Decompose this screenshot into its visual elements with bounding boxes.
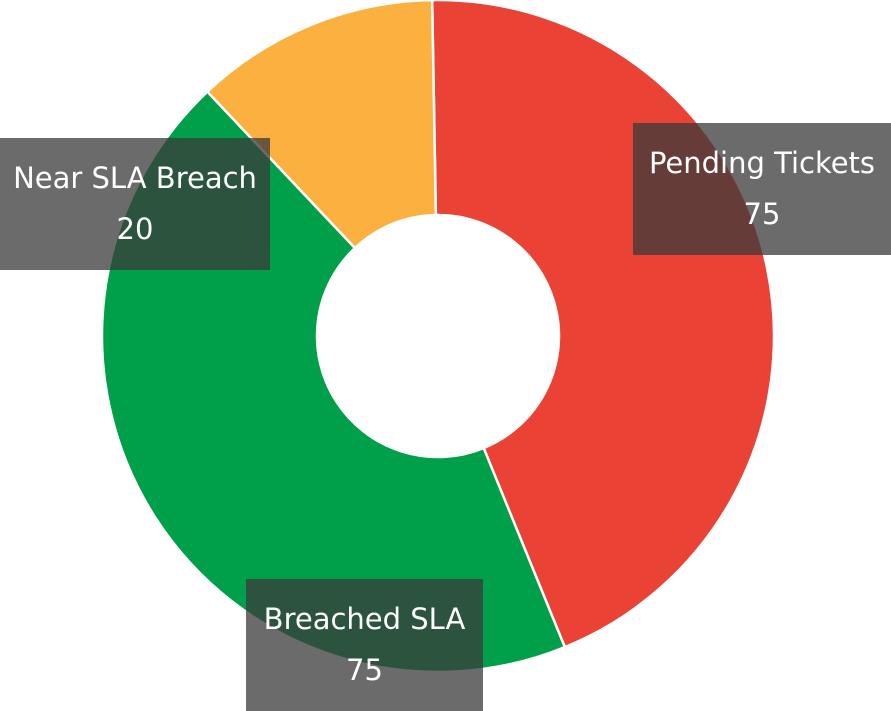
data-label-name: Pending Tickets bbox=[649, 146, 875, 180]
data-label-name: Breached SLA bbox=[264, 602, 466, 636]
chart-slices bbox=[100, 0, 776, 674]
data-label-name: Near SLA Breach bbox=[13, 161, 257, 195]
data-label-pending-tickets: Pending Tickets 75 bbox=[633, 123, 891, 255]
chart-data-labels: Pending Tickets 75 Breached SLA 75 Near SLA … bbox=[0, 123, 891, 711]
data-label-box bbox=[246, 579, 483, 711]
pie-slice-near-sla-breach[interactable] bbox=[206, 0, 438, 250]
data-label-box bbox=[0, 138, 270, 270]
data-label-value: 20 bbox=[117, 212, 154, 246]
data-label-breached-sla: Breached SLA 75 bbox=[246, 579, 483, 711]
data-label-value: 75 bbox=[744, 197, 781, 231]
data-label-box bbox=[633, 123, 891, 255]
data-label-near-sla-breach: Near SLA Breach 20 bbox=[0, 138, 270, 270]
data-label-value: 75 bbox=[346, 653, 383, 687]
